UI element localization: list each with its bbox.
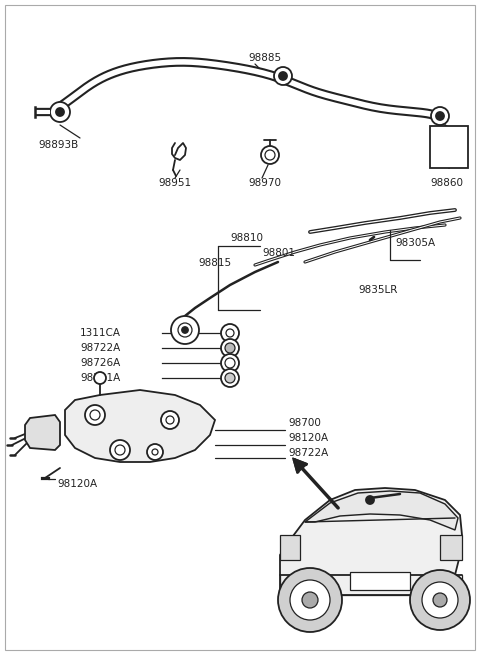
Bar [350,572,410,590]
Circle shape [110,440,130,460]
Text: 98810: 98810 [230,233,263,243]
Text: 98893B: 98893B [38,140,78,150]
Circle shape [436,112,444,120]
Circle shape [221,369,239,387]
Bar [280,535,300,560]
Circle shape [274,67,292,85]
Text: 98722A: 98722A [80,343,120,353]
Circle shape [171,316,199,344]
Text: 98120A: 98120A [288,433,328,443]
Polygon shape [65,390,215,462]
Circle shape [261,146,279,164]
Circle shape [265,150,275,160]
Text: 98860: 98860 [430,178,463,188]
Circle shape [225,373,235,383]
Text: 98711A: 98711A [80,373,120,383]
Circle shape [50,102,70,122]
Circle shape [422,582,458,618]
Text: 98726A: 98726A [80,358,120,368]
Circle shape [161,411,179,429]
Circle shape [431,107,449,125]
Circle shape [94,372,106,384]
Text: 98951: 98951 [158,178,191,188]
Circle shape [182,327,188,333]
Circle shape [225,343,235,353]
Circle shape [278,568,342,632]
Text: 98885: 98885 [248,53,281,63]
Text: 98305A: 98305A [395,238,435,248]
Bar [430,126,468,168]
Text: 9835LR: 9835LR [358,285,397,295]
Circle shape [147,444,163,460]
Bar [440,535,462,560]
Text: 98700: 98700 [288,418,321,428]
Text: 98722A: 98722A [288,448,328,458]
Text: 98801: 98801 [262,248,295,258]
Text: 1311CA: 1311CA [80,328,121,338]
Circle shape [85,405,105,425]
Circle shape [410,570,470,630]
Polygon shape [280,488,462,595]
Circle shape [366,496,374,504]
Text: 98970: 98970 [248,178,281,188]
Circle shape [302,592,318,608]
Text: 98815: 98815 [198,258,231,268]
Circle shape [221,324,239,342]
Circle shape [279,72,287,80]
Polygon shape [25,415,60,450]
Text: 98120A: 98120A [57,479,97,489]
Circle shape [56,108,64,116]
Circle shape [221,339,239,357]
Circle shape [290,580,330,620]
Polygon shape [305,491,458,530]
Circle shape [433,593,447,607]
Circle shape [178,323,192,337]
Circle shape [221,354,239,372]
